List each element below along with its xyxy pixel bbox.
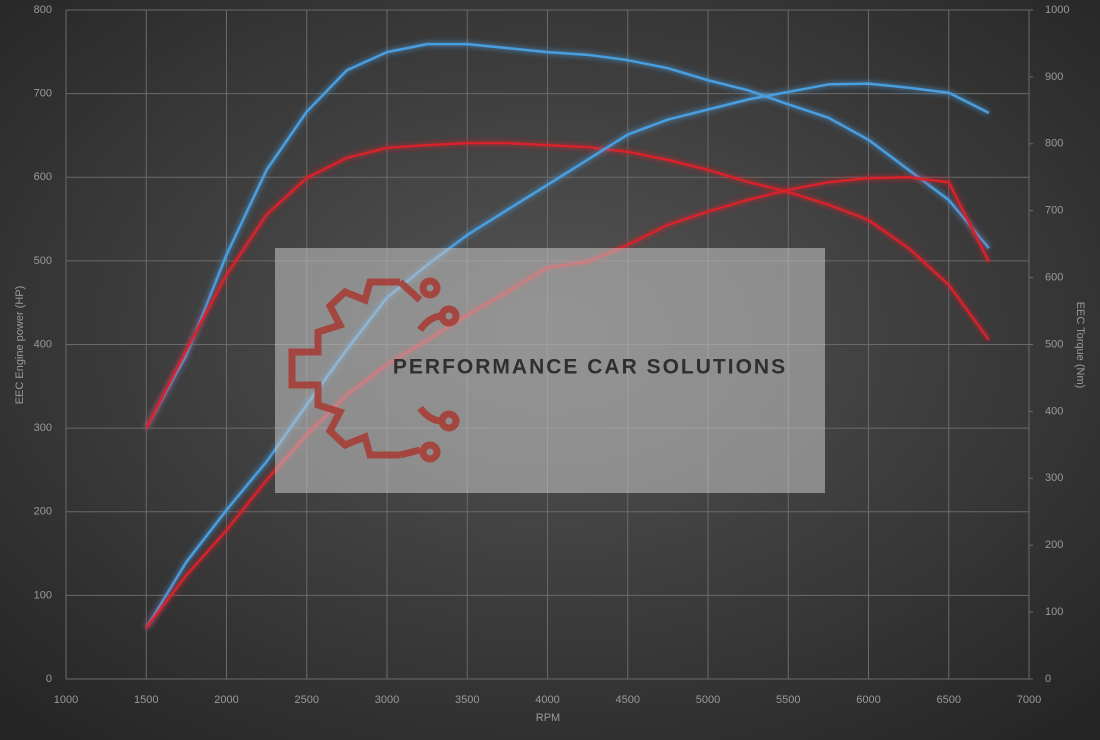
x-tick-label: 5500: [776, 694, 800, 706]
y2-tick-label: 700: [1045, 205, 1063, 217]
y2-axis-label: EEC Torque (Nm): [1074, 302, 1086, 389]
y2-tick-label: 300: [1045, 472, 1063, 484]
y2-tick-label: 800: [1045, 138, 1063, 150]
y-tick-label: 600: [34, 171, 52, 183]
x-tick-label: 1000: [54, 694, 78, 706]
x-tick-label: 3000: [375, 694, 399, 706]
x-tick-label: 6000: [856, 694, 880, 706]
series-line: [145, 42, 990, 429]
x-tick-label: 4500: [616, 694, 640, 706]
y2-tick-label: 500: [1045, 338, 1063, 350]
y-tick-label: 700: [34, 88, 52, 100]
y2-tick-label: 900: [1045, 71, 1063, 83]
y-tick-label: 800: [34, 4, 52, 16]
y-tick-label: 300: [34, 422, 52, 434]
x-tick-label: 3500: [455, 694, 479, 706]
x-axis-label: RPM: [536, 712, 560, 724]
x-tick-label: 6500: [937, 694, 961, 706]
x-tick-label: 4000: [535, 694, 559, 706]
y-tick-label: 400: [34, 338, 52, 350]
watermark: PERFORMANCE CAR SOLUTIONS: [275, 248, 825, 493]
y2-tick-label: 1000: [1045, 4, 1069, 16]
series-line: [145, 141, 990, 429]
x-tick-label: 2500: [295, 694, 319, 706]
y2-tick-label: 400: [1045, 405, 1063, 417]
y-tick-label: 100: [34, 589, 52, 601]
y-axis-label: EEC Engine power (HP): [14, 286, 26, 405]
y2-tick-label: 0: [1045, 673, 1051, 685]
y2-tick-label: 600: [1045, 272, 1063, 284]
watermark-text: PERFORMANCE CAR SOLUTIONS: [393, 356, 787, 379]
x-tick-label: 7000: [1017, 694, 1041, 706]
y-tick-label: 500: [34, 255, 52, 267]
x-tick-label: 5000: [696, 694, 720, 706]
y2-tick-label: 200: [1045, 539, 1063, 551]
y-tick-label: 0: [46, 673, 52, 685]
x-tick-label: 2000: [214, 694, 238, 706]
x-tick-label: 1500: [134, 694, 158, 706]
y-tick-label: 200: [34, 506, 52, 518]
y2-tick-label: 100: [1045, 606, 1063, 618]
